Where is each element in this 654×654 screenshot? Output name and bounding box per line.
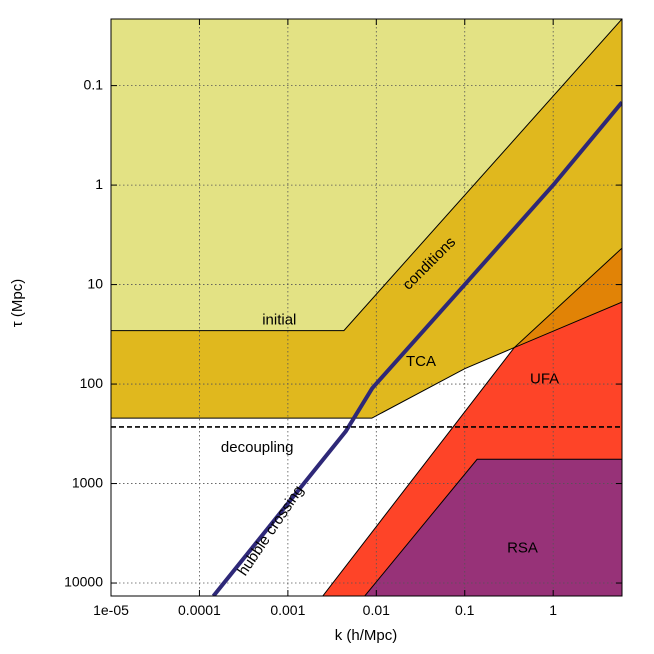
y-tick-label: 1000 bbox=[72, 474, 103, 490]
y-tick-label: 1 bbox=[95, 176, 103, 192]
x-tick-label: 0.1 bbox=[455, 602, 475, 618]
region-tca bbox=[111, 19, 622, 419]
annotation-rsa: RSA bbox=[507, 539, 538, 556]
y-tick-label: 100 bbox=[80, 375, 104, 391]
x-tick-label: 0.0001 bbox=[178, 602, 221, 618]
axes: 1e-05 0.0001 0.001 0.01 0.1 1 0.1 1 10 100 1000 100… bbox=[64, 19, 622, 618]
annotation-tca: TCA bbox=[406, 353, 436, 370]
annotation-decoupling: decoupling bbox=[221, 439, 294, 456]
y-tick-label: 10 bbox=[87, 275, 103, 291]
grid bbox=[111, 19, 622, 596]
plot-frame bbox=[110, 18, 623, 597]
series bbox=[211, 100, 622, 596]
boundary-rsa-start bbox=[364, 458, 622, 596]
x-tick-label: 1e-05 bbox=[93, 602, 129, 618]
x-tick-label: 1 bbox=[549, 602, 557, 618]
boundary-ufa-start bbox=[322, 301, 622, 596]
series-line-hubble-crossing bbox=[211, 100, 622, 596]
boundaries bbox=[111, 19, 622, 596]
regions bbox=[111, 19, 622, 596]
y-tick-label: 0.1 bbox=[84, 76, 104, 92]
boundary-initial-conditions bbox=[111, 19, 622, 332]
x-axis-label: k (h/Mpc) bbox=[335, 627, 398, 644]
y-tick-label: 10000 bbox=[64, 574, 103, 590]
x-tick-label: 0.001 bbox=[270, 602, 305, 618]
boundary-tca-end bbox=[111, 247, 622, 419]
annotation-ufa: UFA bbox=[530, 370, 559, 387]
annotation-initial: initial bbox=[262, 312, 296, 329]
y-axis-label: τ (Mpc) bbox=[9, 279, 26, 327]
region-rsa bbox=[364, 459, 622, 596]
x-tick-label: 0.01 bbox=[363, 602, 390, 618]
